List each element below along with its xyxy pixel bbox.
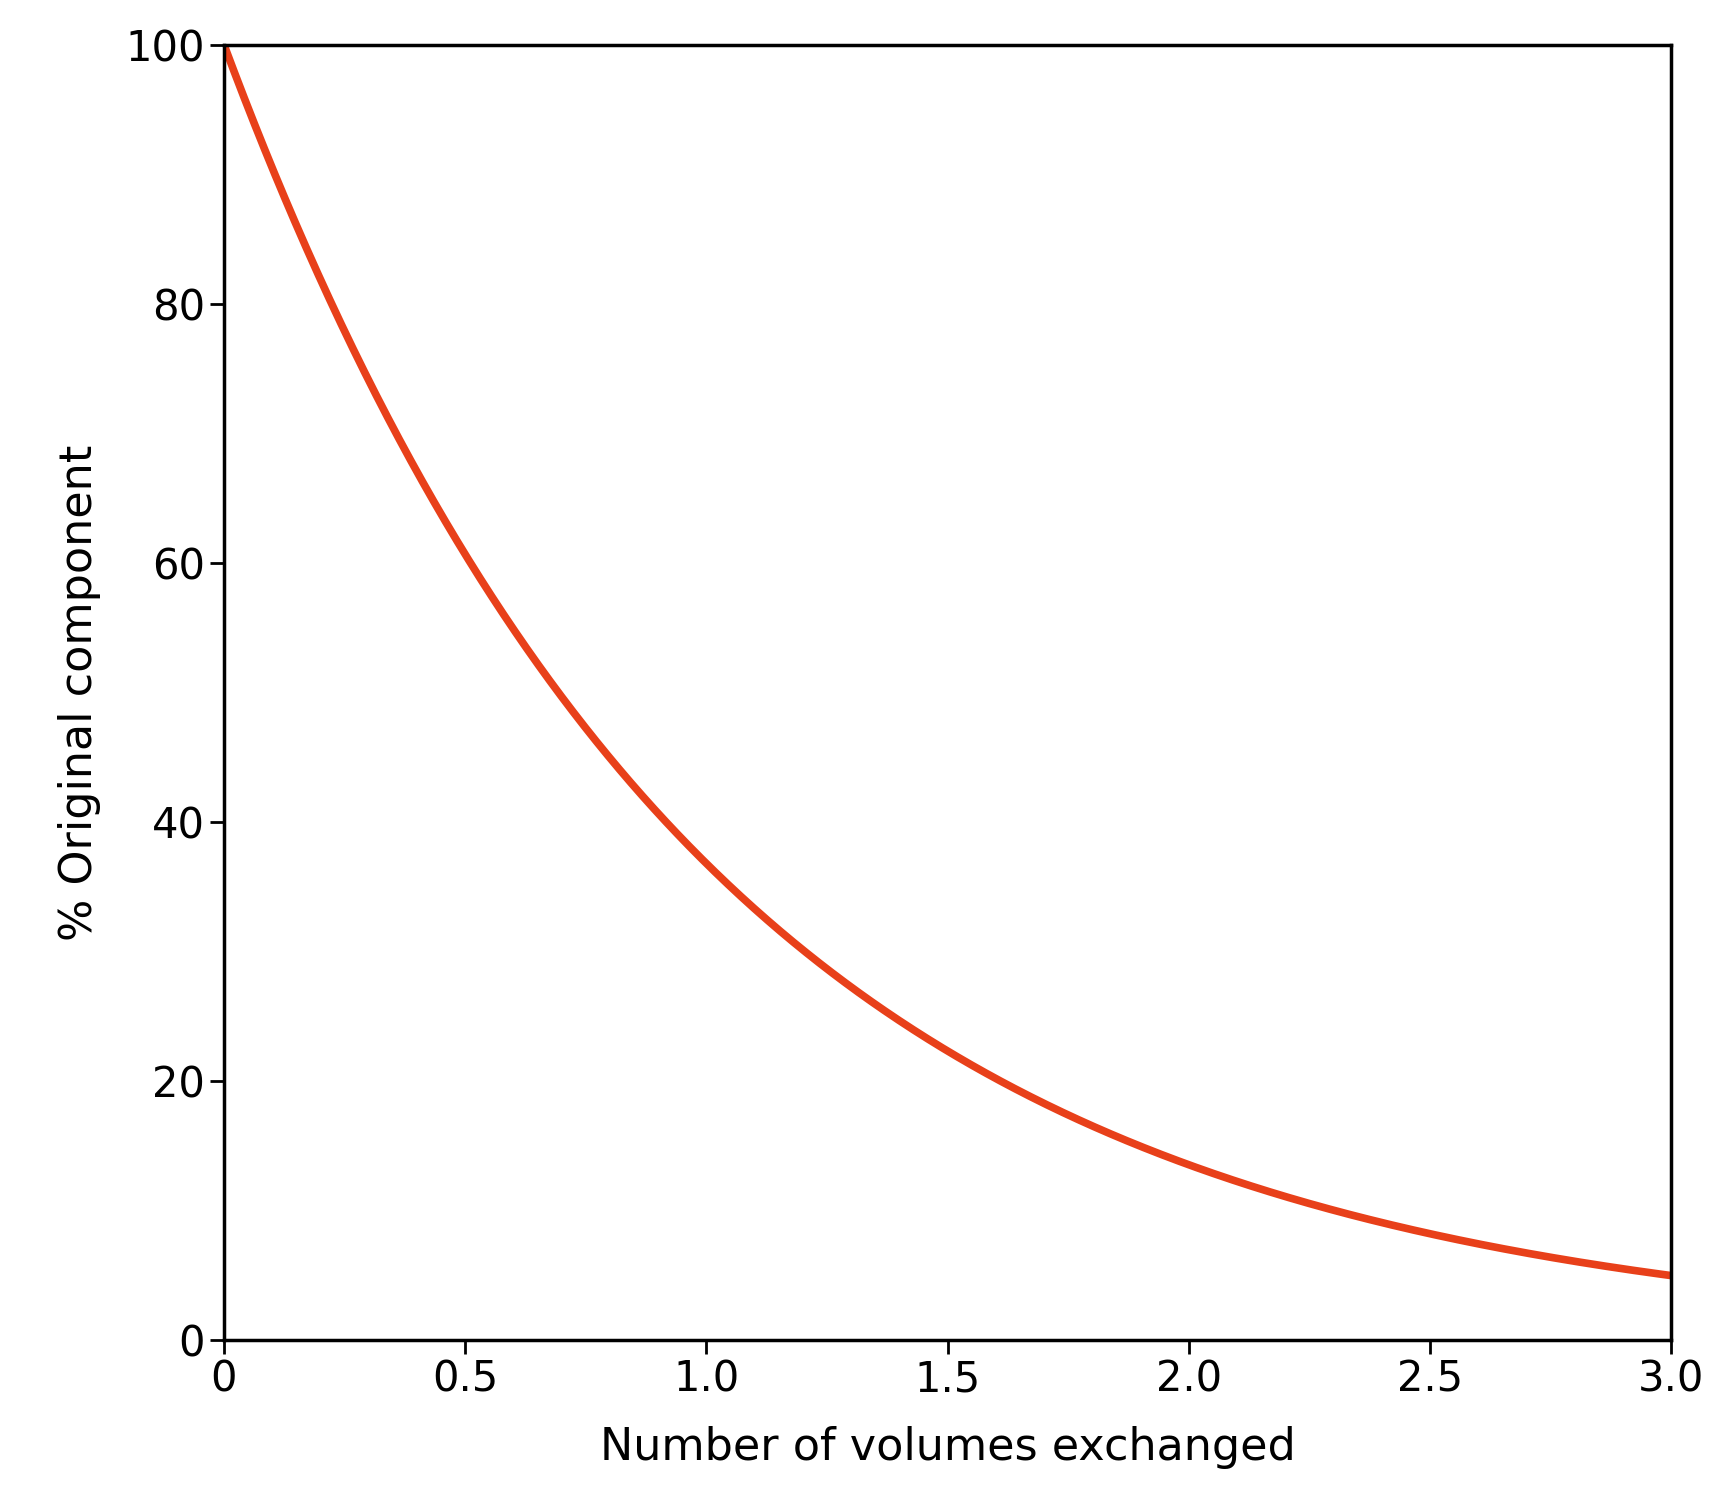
X-axis label: Number of volumes exchanged: Number of volumes exchanged	[600, 1426, 1296, 1468]
Y-axis label: % Original component: % Original component	[59, 444, 100, 941]
